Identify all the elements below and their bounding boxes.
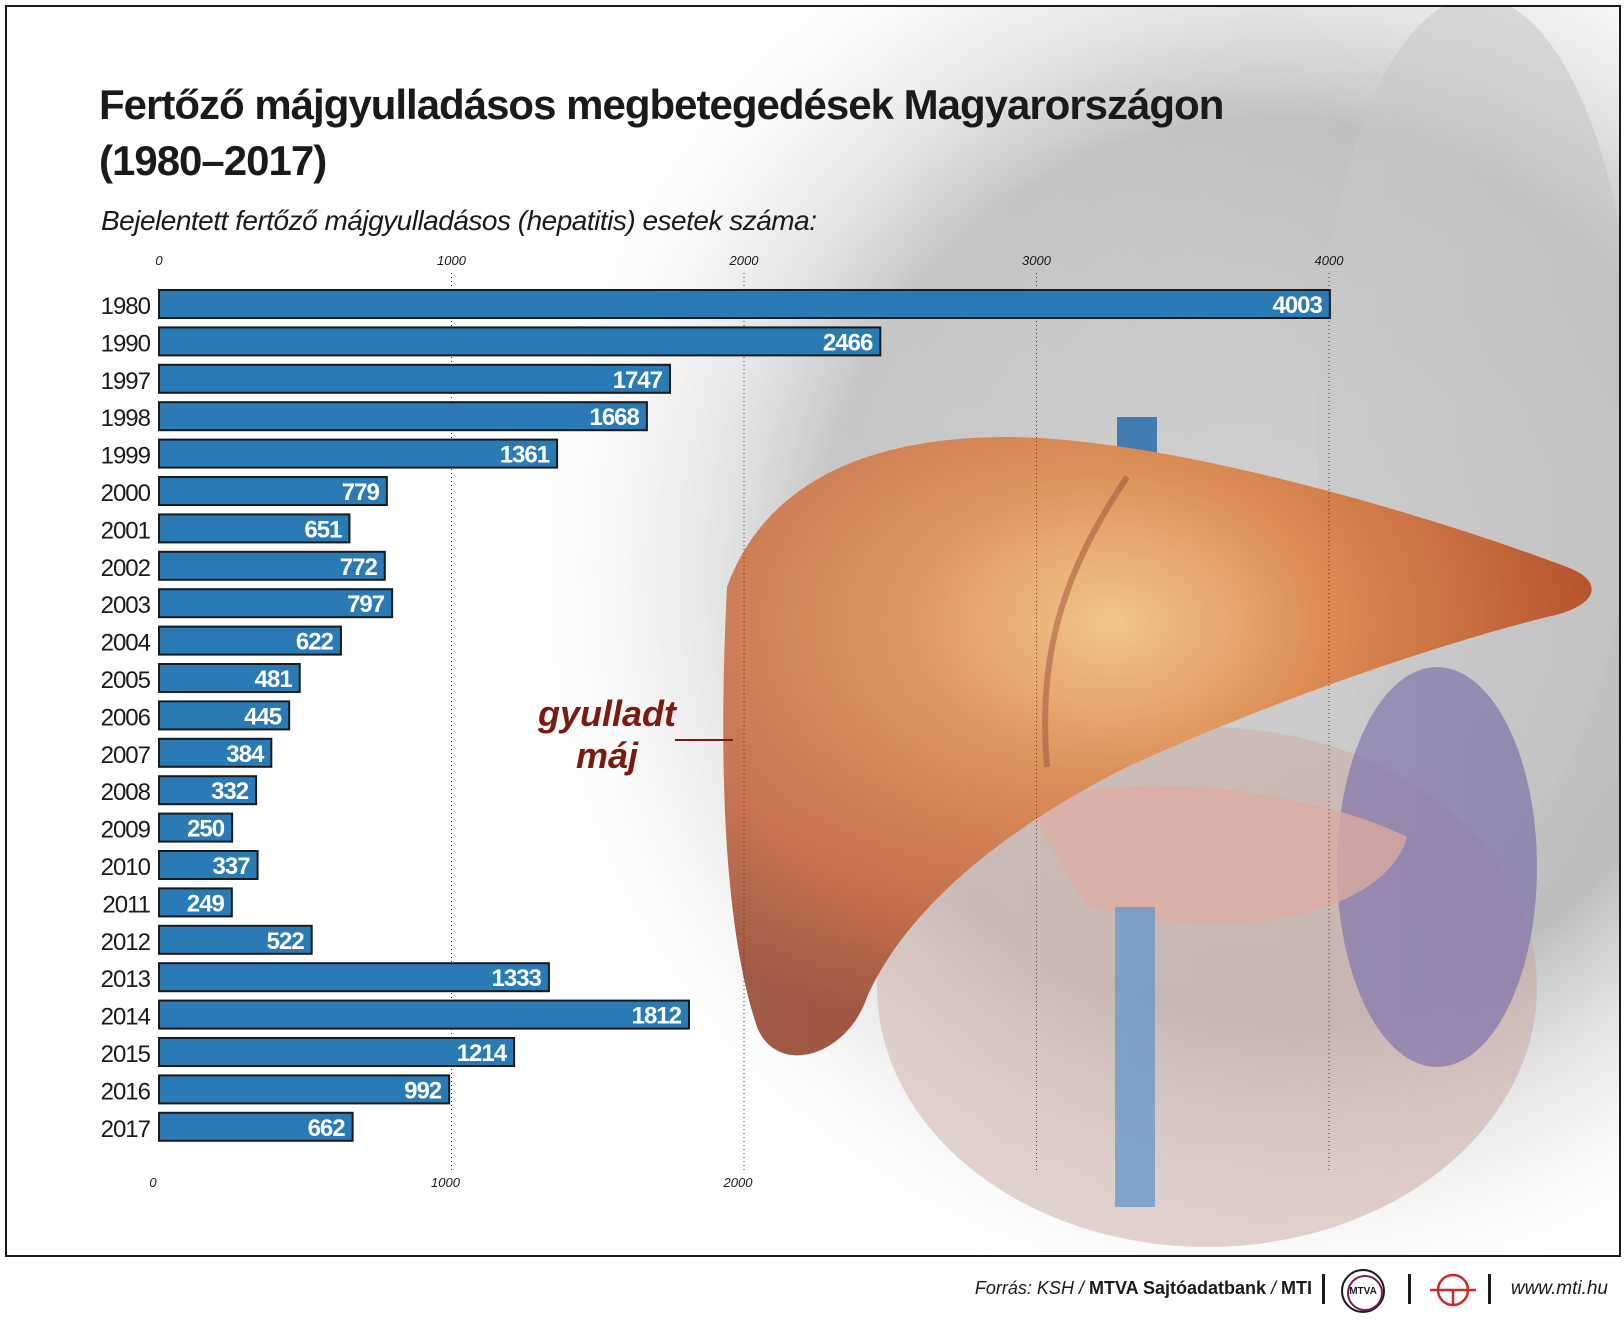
bar [158,1074,451,1105]
website-link[interactable]: www.mti.hu [1510,1278,1608,1299]
bar [158,775,258,806]
category-label: 1980 [101,293,151,320]
bottom-tick-label: 2000 [723,1175,754,1190]
bar [158,588,394,619]
category-label: 1999 [101,443,151,470]
source-prefix: Forrás: KSH / [974,1278,1089,1298]
data-label: 4003 [1272,292,1322,319]
bar [158,438,559,469]
category-label: 2011 [102,891,150,918]
bar [158,924,313,955]
data-label: 1214 [457,1040,508,1067]
bar [158,326,882,357]
bar [158,476,388,506]
bar [158,550,386,581]
bar [158,1111,354,1142]
category-label: 1990 [101,330,151,357]
bottom-tick-label: 1000 [431,1175,461,1190]
data-label: 332 [211,778,249,805]
bar [158,962,550,993]
data-label: 2466 [823,329,873,356]
bar [158,700,291,731]
footer-divider [1488,1274,1491,1304]
category-label: 2013 [101,966,151,993]
bar [158,887,233,918]
data-label: 1668 [589,404,639,431]
data-label: 651 [304,516,342,543]
annotation-line-2: máj [575,735,639,776]
top-tick-label: 1000 [437,253,467,268]
data-label: 662 [308,1115,346,1142]
bottom-tick-label: 0 [149,1175,157,1190]
category-label: 2003 [101,592,151,619]
top-tick-label: 0 [155,253,163,268]
category-label: 2010 [101,854,151,881]
category-label: 2015 [101,1041,151,1068]
category-label: 2000 [101,480,151,507]
bar [158,812,234,843]
data-label: 445 [244,703,282,730]
category-label: 2004 [101,630,151,657]
bar [158,401,648,432]
data-label: 992 [404,1077,442,1104]
chart-subtitle: Bejelentett fertőző májgyulladásos (hepa… [101,205,817,236]
bar [158,1037,516,1067]
category-label: 2002 [101,555,151,582]
annotation-line-1: gyulladt [537,693,676,734]
category-label: 1997 [101,368,151,395]
bar [158,513,351,544]
top-tick-label: 3000 [1022,253,1052,268]
annotation-leader [675,739,733,741]
data-label: 481 [255,666,293,693]
mti-logo-icon [1430,1273,1476,1307]
data-label: 522 [267,928,305,955]
source-separator: / [1265,1278,1281,1298]
category-label: 2016 [101,1078,151,1105]
data-label: 1747 [613,367,663,394]
bar [158,999,691,1030]
mtva-logo-text: MTVA [1349,1285,1377,1297]
top-tick-label: 2000 [729,253,760,268]
bar [158,289,1331,319]
category-label: 1998 [101,405,151,432]
title-line-2: (1980–2017) [99,137,327,184]
title-line-1: Fertőző májgyulladásos megbetegedések Ma… [99,81,1224,128]
data-label: 772 [340,554,378,581]
category-label: 2012 [101,929,151,956]
bar [158,363,671,394]
data-label: 622 [296,629,334,656]
footer-divider [1408,1274,1411,1304]
source-credit: Forrás: KSH / MTVA Sajtóadatbank / MTI [975,1278,1312,1299]
mtva-logo: MTVA [1341,1269,1385,1313]
data-label: 1333 [492,965,542,992]
category-label: 2006 [101,704,151,731]
category-label: 2017 [101,1116,151,1143]
data-label: 1812 [632,1003,682,1030]
data-label: 797 [347,591,385,618]
bar [158,850,259,880]
source-bank: MTVA Sajtóadatbank [1088,1278,1266,1298]
bar [158,663,301,693]
bar-chart: 0 1000 2000 3000 4000 0 1000 2000 1980 4003 1990 24… [101,253,1345,1190]
infographic-frame: Fertőző májgyulladásos megbetegedések Ma… [5,5,1621,1257]
chart-title: Fertőző májgyulladásos megbetegedések Ma… [99,77,1224,189]
category-label: 2001 [101,517,151,544]
category-label: 2005 [101,667,151,694]
category-label: 2007 [101,742,151,769]
data-label: 779 [342,479,380,506]
source-mti: MTI [1281,1278,1312,1298]
bar [158,737,273,768]
data-label: 249 [187,890,225,917]
top-tick-label: 4000 [1315,253,1345,268]
category-label: 2008 [101,779,151,806]
data-label: 384 [226,741,265,768]
data-label: 1361 [500,442,550,469]
category-label: 2014 [101,1004,151,1031]
footer: Forrás: KSH / MTVA Sajtóadatbank / MTI M… [0,1264,1624,1314]
data-label: 337 [213,853,251,880]
bar [158,625,342,656]
category-label: 2009 [101,817,151,844]
footer-divider [1322,1274,1325,1304]
data-label: 250 [187,816,225,843]
